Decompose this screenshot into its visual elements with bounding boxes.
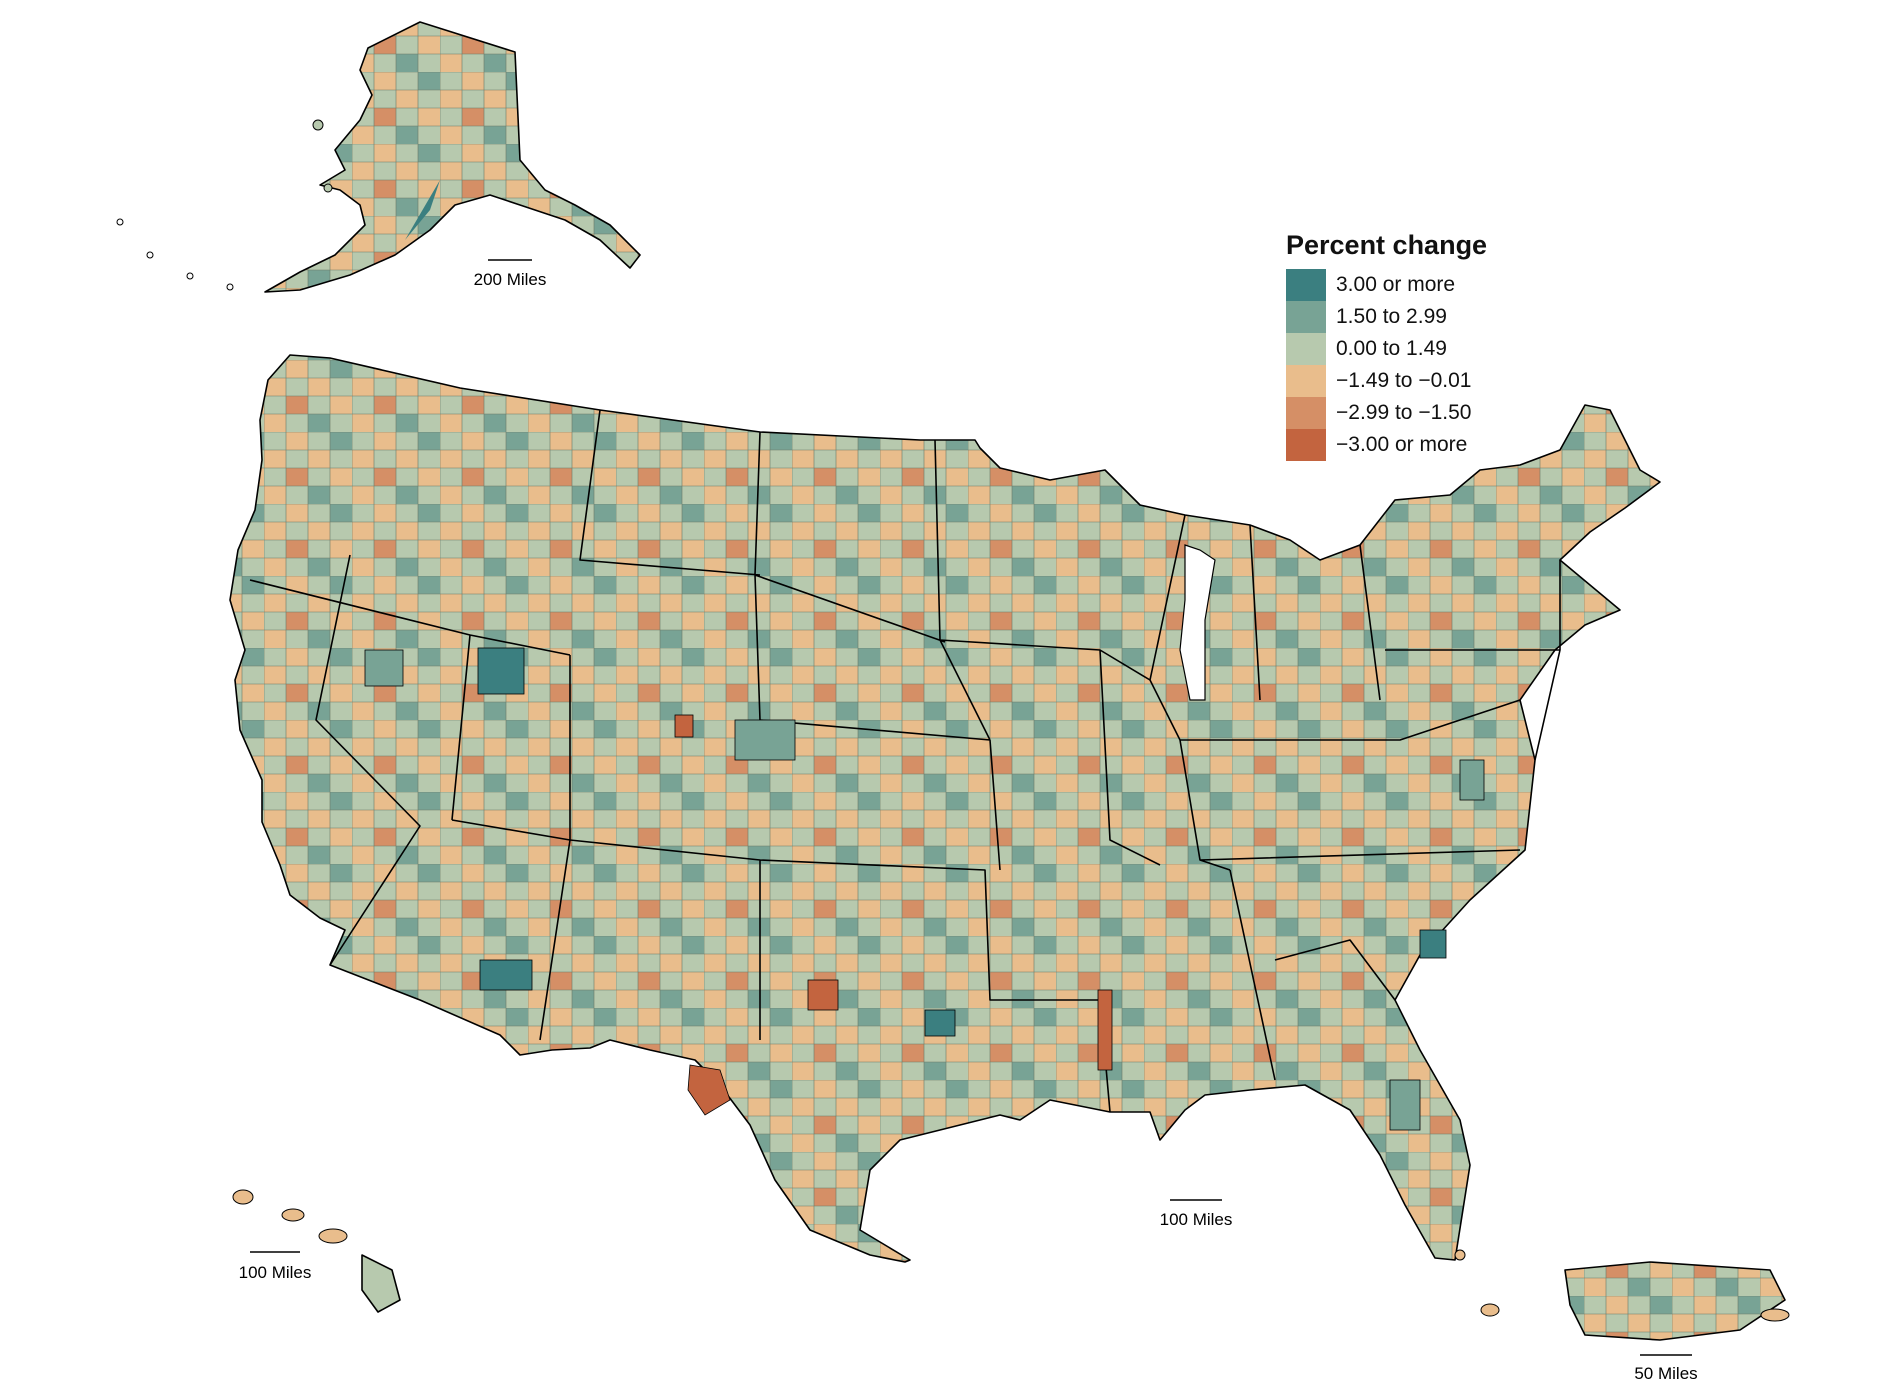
conus-outline bbox=[229, 354, 1661, 1263]
legend-label: 3.00 or more bbox=[1336, 273, 1456, 296]
legend-swatch bbox=[1286, 365, 1326, 397]
pr-scale-label: 50 Miles bbox=[1634, 1364, 1697, 1383]
puerto-rico-shape bbox=[1564, 1261, 1786, 1341]
legend-title: Percent change bbox=[1286, 230, 1488, 260]
legend-swatch bbox=[1286, 269, 1326, 301]
kauai bbox=[232, 1189, 254, 1205]
legend-item: 0.00 to 1.49 bbox=[1286, 333, 1487, 365]
legend-label: 0.00 to 1.49 bbox=[1336, 337, 1447, 360]
keys-island bbox=[1454, 1249, 1466, 1261]
legend-item: −3.00 or more bbox=[1286, 429, 1487, 461]
legend-swatch bbox=[1286, 301, 1326, 333]
alaska-shape bbox=[264, 21, 641, 293]
legend-label: 1.50 to 2.99 bbox=[1336, 305, 1447, 328]
county-high bbox=[479, 959, 533, 991]
puerto-rico-inset: 50 Miles bbox=[1480, 1261, 1790, 1383]
legend-label: −2.99 to −1.50 bbox=[1336, 401, 1472, 424]
alaska-highlight bbox=[405, 180, 440, 240]
county-mid bbox=[1389, 1079, 1421, 1131]
aleutian-island bbox=[116, 218, 124, 226]
legend-label: −3.00 or more bbox=[1336, 433, 1468, 456]
county-mid bbox=[1459, 759, 1485, 801]
county-high bbox=[477, 647, 525, 695]
hawaii-scale-label: 100 Miles bbox=[239, 1263, 312, 1282]
conus-scale-label: 100 Miles bbox=[1160, 1210, 1233, 1229]
mona-island bbox=[1480, 1303, 1500, 1317]
alaska-inset: 200 Miles bbox=[116, 21, 641, 293]
legend-item: −1.49 to −0.01 bbox=[1286, 365, 1487, 397]
aleutian-island bbox=[226, 283, 234, 291]
maui bbox=[318, 1228, 348, 1244]
county-low bbox=[1097, 989, 1113, 1071]
county-mid bbox=[364, 649, 404, 687]
legend-rows: 3.00 or more 1.50 to 2.99 0.00 to 1.49 −… bbox=[1286, 269, 1487, 461]
conus: 100 Miles bbox=[229, 354, 1661, 1263]
aleutian-island bbox=[146, 251, 154, 259]
alaska-island bbox=[323, 183, 333, 193]
county-mid bbox=[734, 719, 796, 761]
state-border bbox=[249, 409, 1561, 1113]
hawaii-inset: 100 Miles bbox=[232, 1189, 401, 1313]
oahu bbox=[281, 1208, 305, 1222]
legend-item: 1.50 to 2.99 bbox=[1286, 301, 1487, 333]
lake-michigan bbox=[1179, 544, 1216, 701]
aleutian-island bbox=[186, 272, 194, 280]
county-low bbox=[687, 1064, 731, 1116]
legend-swatch bbox=[1286, 397, 1326, 429]
vieques bbox=[1760, 1308, 1790, 1322]
county-low bbox=[674, 714, 694, 738]
legend-label: −1.49 to −0.01 bbox=[1336, 369, 1472, 392]
legend: Percent change 3.00 or more 1.50 to 2.99… bbox=[1286, 230, 1487, 461]
alaska-island bbox=[312, 119, 324, 131]
legend-item: 3.00 or more bbox=[1286, 269, 1487, 301]
legend-swatch bbox=[1286, 333, 1326, 365]
legend-swatch bbox=[1286, 429, 1326, 461]
alaska-scale-label: 200 Miles bbox=[474, 270, 547, 289]
county-high bbox=[924, 1009, 956, 1037]
county-low bbox=[807, 979, 839, 1011]
county-high bbox=[1419, 929, 1447, 959]
legend-item: −2.99 to −1.50 bbox=[1286, 397, 1487, 429]
big-island bbox=[361, 1254, 401, 1313]
